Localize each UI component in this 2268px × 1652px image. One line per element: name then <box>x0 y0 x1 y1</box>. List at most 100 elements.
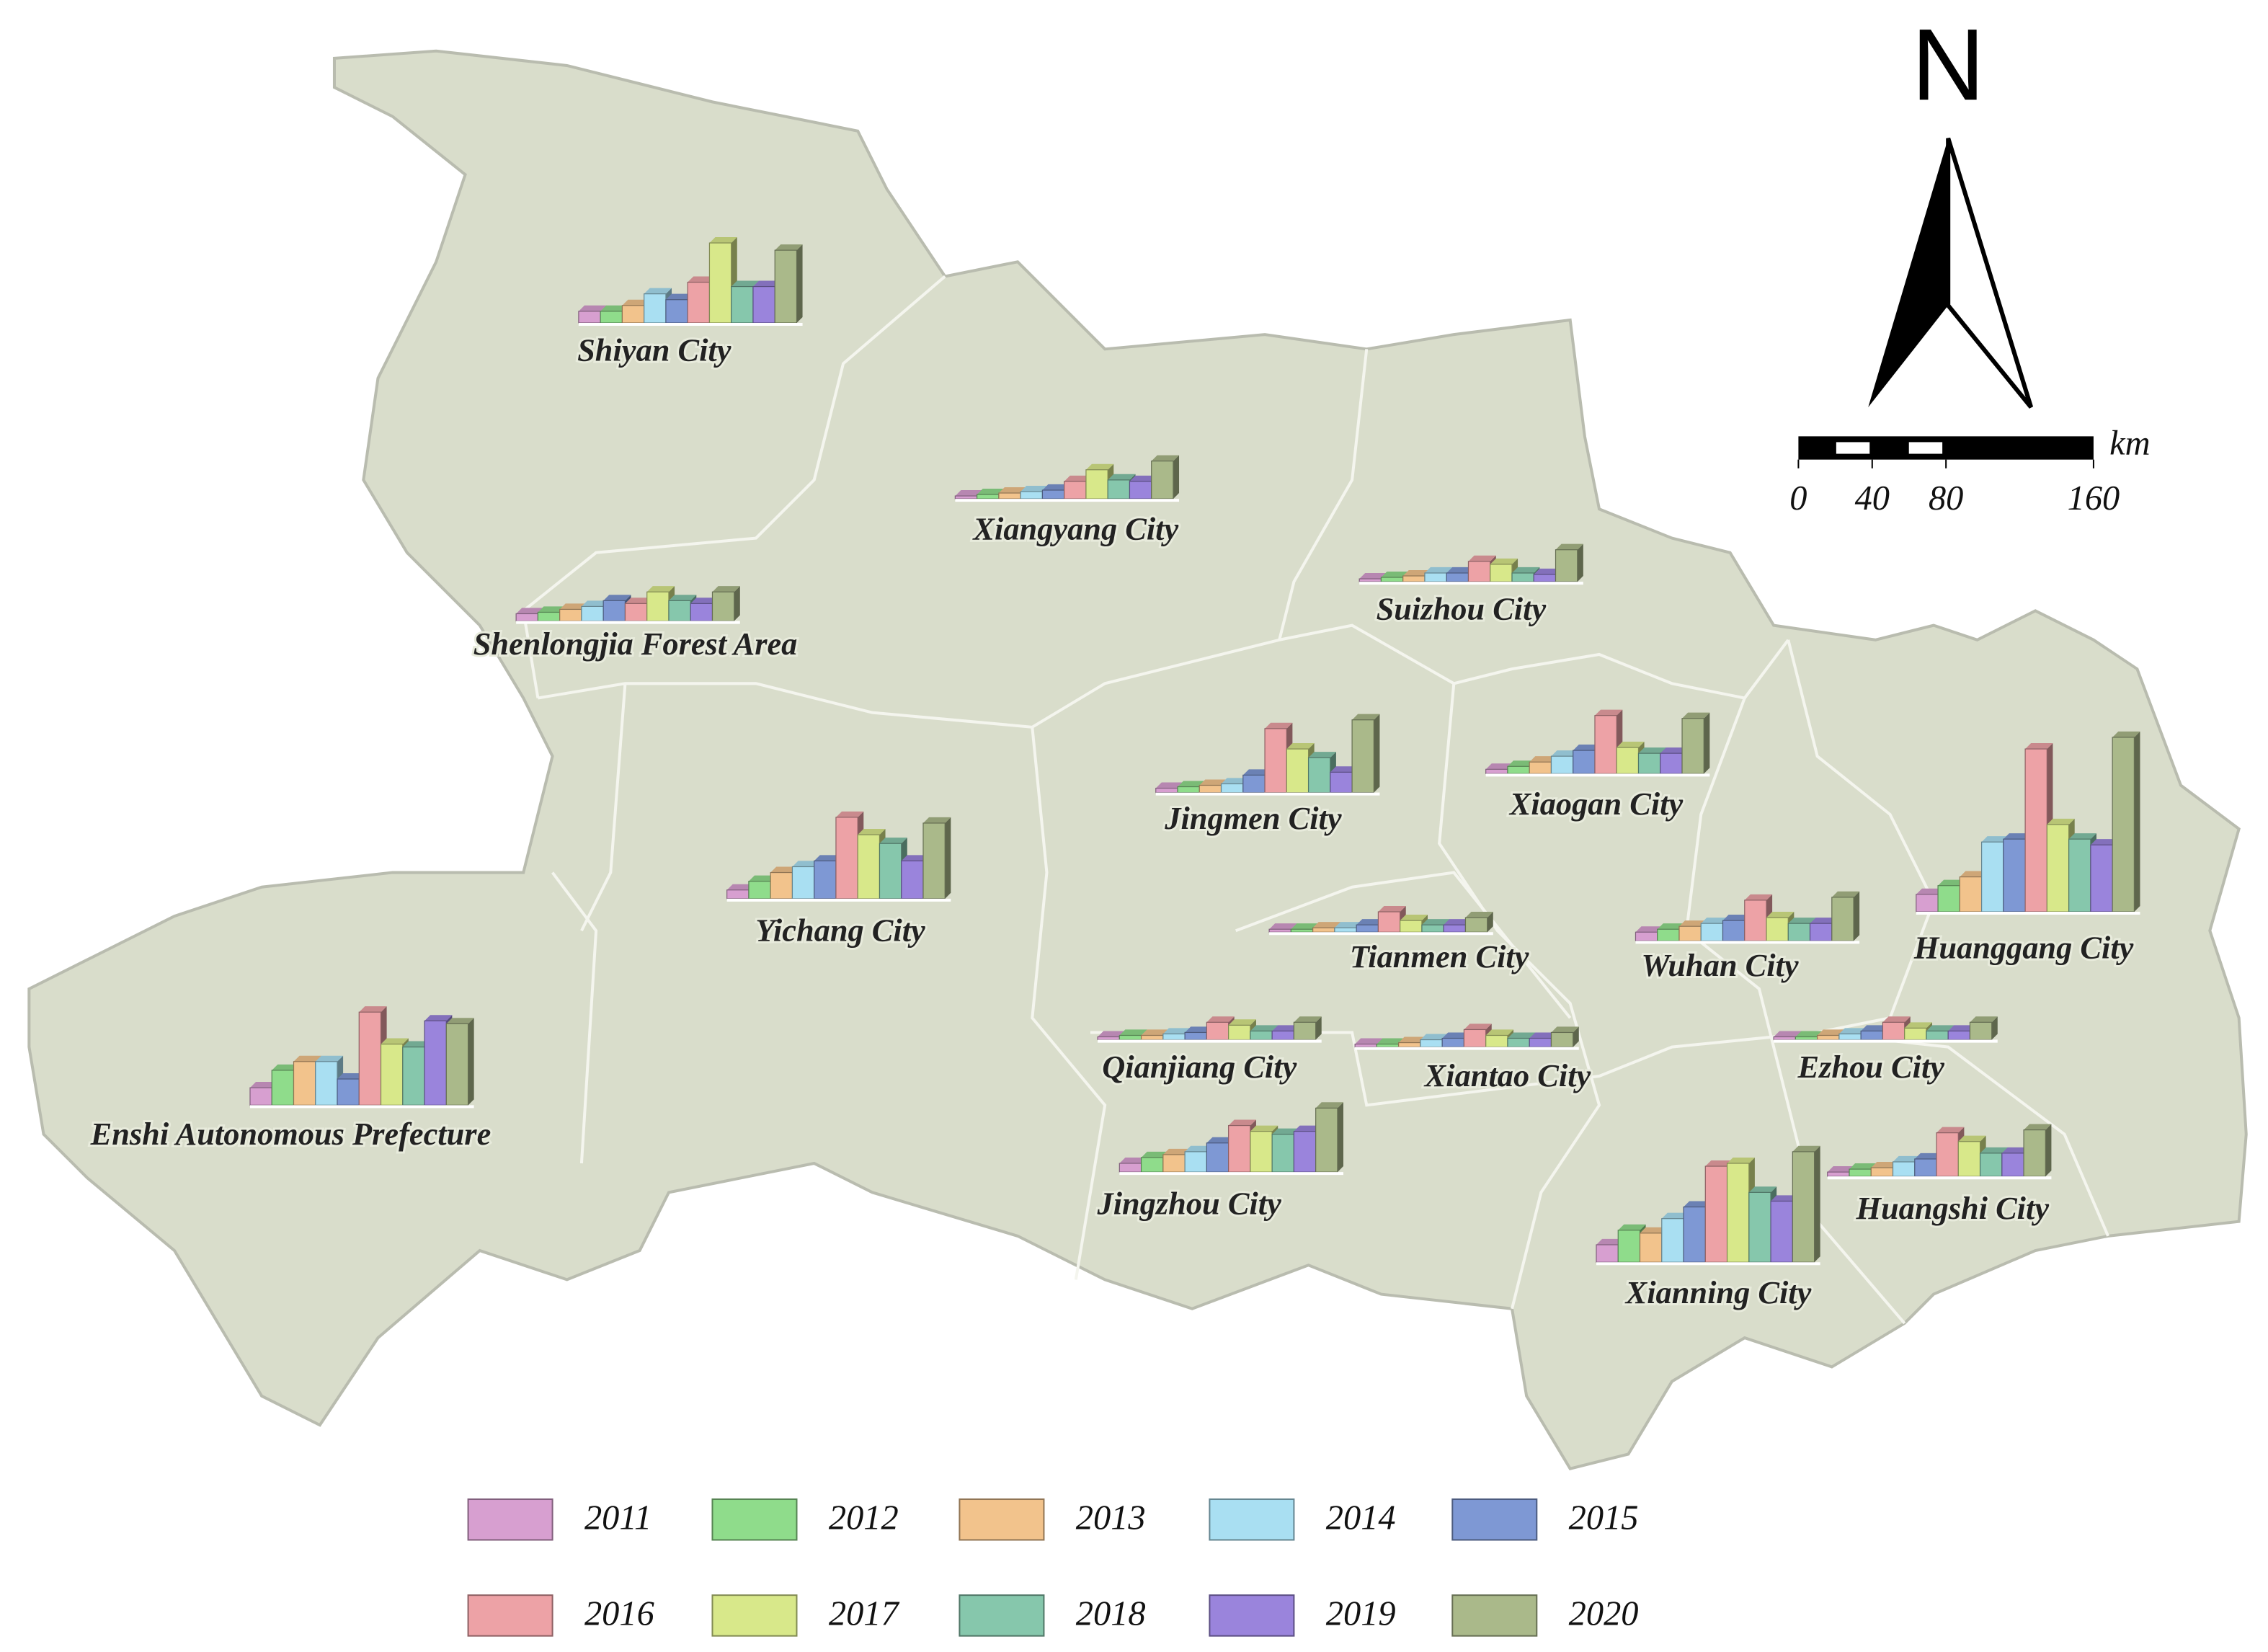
legend-swatch <box>959 1594 1045 1637</box>
region-label: Enshi Autonomous Prefecture <box>90 1116 492 1152</box>
legend: 2011 2012 2013 2014 2015 2016 2017 2018 2019 2020 <box>467 1498 1638 1637</box>
bar-top <box>581 600 610 607</box>
bar-top <box>2047 818 2075 825</box>
region-label: Shenlongjia Forest Area <box>473 626 798 662</box>
region-label: Jingmen City <box>1164 800 1342 836</box>
bar-top <box>1294 1016 1322 1023</box>
bar-top <box>814 855 842 861</box>
bar <box>2023 1129 2046 1177</box>
bar <box>1446 572 1469 582</box>
bar <box>1199 784 1222 794</box>
bar-top <box>1352 714 1380 720</box>
bar-top <box>835 811 864 817</box>
bar-top <box>1970 1016 1998 1023</box>
bar <box>1402 575 1426 582</box>
region-chart: Jingzhou City <box>1095 1102 1343 1224</box>
bar-top <box>1529 1032 1557 1039</box>
bar-top <box>315 1055 344 1062</box>
bar-top <box>1788 918 1816 924</box>
bar-top <box>1377 1038 1405 1044</box>
bar <box>708 242 732 324</box>
bar <box>1330 771 1353 794</box>
bar-top <box>1507 760 1536 767</box>
bar-top <box>1485 763 1514 770</box>
bar-top <box>578 305 607 311</box>
bar-top <box>625 598 653 604</box>
bar-top <box>600 305 628 311</box>
bar-top <box>2068 833 2096 840</box>
bar <box>1443 924 1467 933</box>
bar-top <box>1250 1125 1278 1132</box>
bar-top <box>1748 1186 1777 1193</box>
bar-top <box>1465 912 1493 918</box>
north-arrow-left <box>1868 138 1949 408</box>
bar <box>1107 479 1131 499</box>
bar-top <box>1727 1157 1755 1164</box>
legend-label: 2012 <box>829 1498 899 1537</box>
bar-top <box>858 829 886 835</box>
bar <box>646 591 670 622</box>
bar <box>1264 728 1287 794</box>
bar-top <box>1980 1147 2008 1153</box>
bar <box>1377 911 1401 933</box>
bar <box>814 860 837 900</box>
bar-top <box>1286 743 1315 750</box>
bar-side <box>1374 714 1380 793</box>
bar-top <box>1242 769 1271 776</box>
bar-top <box>1838 1028 1867 1034</box>
bar-top <box>1596 1238 1624 1245</box>
bar <box>1660 752 1683 774</box>
bar-top <box>668 595 697 601</box>
bar <box>1616 747 1640 774</box>
bar <box>857 834 881 900</box>
bar-top <box>2024 1124 2052 1130</box>
bar <box>1637 752 1661 774</box>
bar <box>515 613 539 622</box>
bar-top <box>1272 1128 1300 1134</box>
bar-top <box>1810 918 1838 924</box>
bar <box>1206 1021 1229 1041</box>
region-chart: Xiantao City <box>1354 1023 1593 1096</box>
bar <box>1268 928 1291 933</box>
bar <box>1129 481 1152 499</box>
bar-top <box>622 299 650 306</box>
bar-top <box>1657 923 1686 930</box>
bar <box>922 822 946 900</box>
bar-side <box>796 244 803 324</box>
bar <box>1916 894 1939 912</box>
bar-top <box>1199 779 1227 786</box>
region-label: Qianjiang City <box>1102 1049 1297 1085</box>
legend-label: 2016 <box>584 1595 654 1633</box>
bar <box>537 611 561 622</box>
bar-top <box>998 487 1027 494</box>
bar <box>954 495 978 499</box>
bar-top <box>1294 1125 1322 1132</box>
bar <box>1849 1168 1872 1177</box>
bar-top <box>1744 894 1773 900</box>
bar-top <box>1551 1026 1579 1033</box>
bar-top <box>1312 922 1340 928</box>
bar-top <box>1206 1016 1235 1023</box>
bar-top <box>1640 1227 1668 1233</box>
bar <box>1307 757 1331 794</box>
bar <box>1271 1134 1295 1173</box>
bar-top <box>709 236 737 244</box>
region-label: Yichang City <box>755 912 925 948</box>
bar <box>1766 917 1789 941</box>
bar-top <box>1206 1137 1235 1143</box>
bar-top <box>1904 1022 1933 1029</box>
bar <box>1464 917 1488 933</box>
bar-side <box>1577 543 1583 582</box>
bar-top <box>2090 839 2119 845</box>
region-label: Huanggang City <box>1913 930 2134 966</box>
bar-top <box>1272 1025 1300 1031</box>
legend-label: 2011 <box>584 1498 652 1537</box>
bar-top <box>1948 1025 1976 1031</box>
bar-top <box>1308 752 1336 758</box>
bar-top <box>770 866 799 873</box>
bar <box>1485 768 1508 774</box>
border <box>1787 639 1936 1034</box>
region-label: Xianning City <box>1624 1274 1812 1310</box>
legend-swatch <box>711 1498 798 1541</box>
